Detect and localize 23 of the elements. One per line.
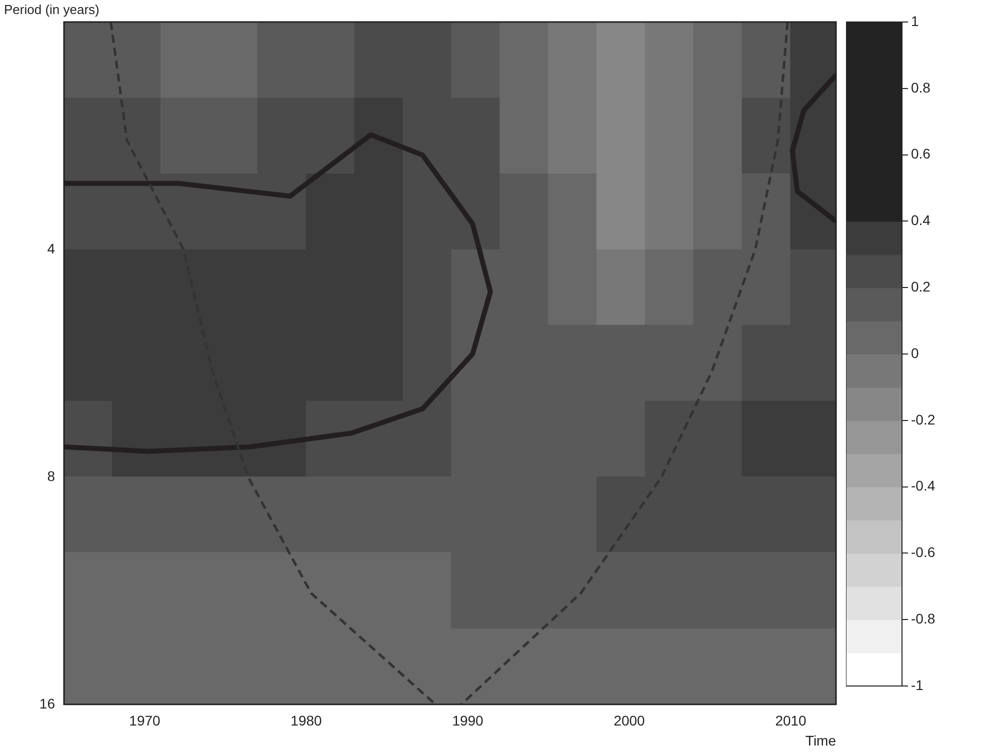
x-tick-label: 2010	[775, 712, 807, 729]
line-series	[460, 22, 789, 704]
y-tick-label: 8	[47, 468, 56, 484]
color-bar-label: -0.6	[911, 544, 936, 560]
x-tick-label: 1980	[290, 712, 322, 729]
color-bar-label: 0.8	[911, 79, 931, 96]
color-bar-label: -0.2	[911, 411, 936, 428]
y-tick-label: 4	[47, 240, 56, 256]
color-bar-label: -0.4	[911, 478, 936, 494]
color-bar-label: 0.6	[911, 146, 931, 162]
x-tick-label: 1990	[452, 712, 484, 729]
x-tick-label: 2000	[614, 712, 646, 729]
line-series	[110, 22, 437, 704]
x-axis-title: Time	[805, 732, 836, 748]
color-bar-label: -1	[911, 676, 924, 693]
color-bar-label: 0.4	[911, 212, 931, 228]
color-bar-label: 0.2	[911, 278, 931, 294]
y-axis-title: Period (in years)	[4, 2, 100, 17]
y-tick-label: 16	[39, 695, 56, 712]
x-tick-label: 1970	[129, 712, 161, 729]
color-bar-label: 0	[911, 344, 919, 361]
color-bar-label: -0.8	[911, 610, 936, 626]
color-bar-label: 1	[911, 12, 919, 29]
